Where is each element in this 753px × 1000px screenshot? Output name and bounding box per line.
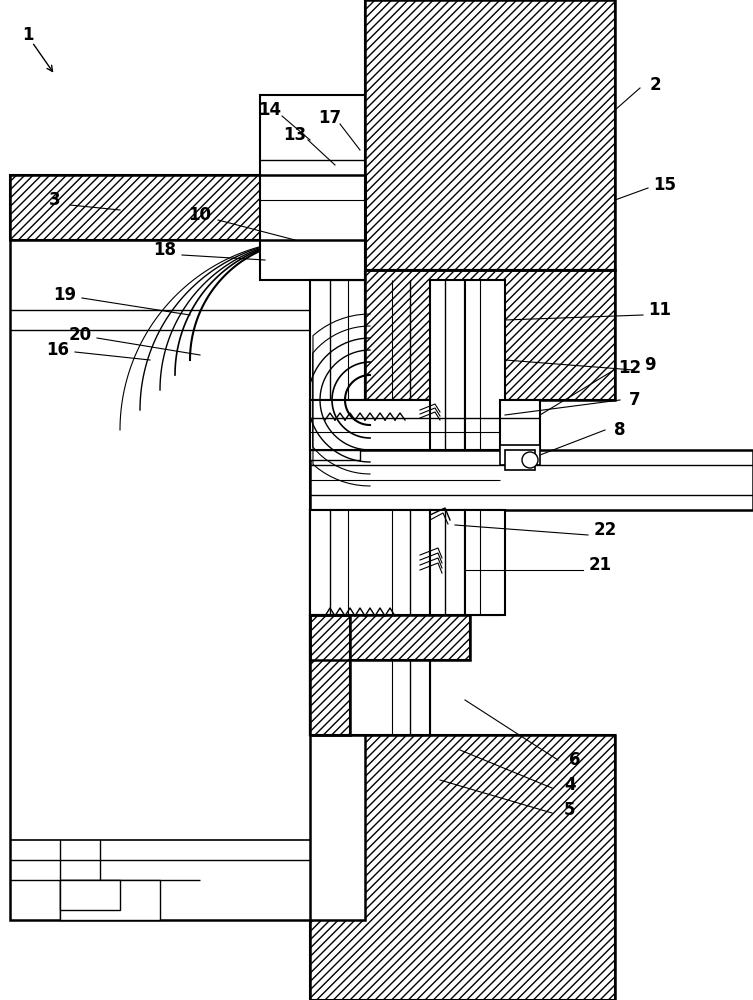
Bar	[310, 735, 615, 1000]
Bar	[365, 0, 615, 270]
Text: 16: 16	[47, 341, 69, 359]
Bar	[310, 450, 360, 460]
Bar	[10, 175, 365, 920]
Bar	[365, 270, 615, 400]
Bar	[310, 400, 500, 450]
Bar	[430, 510, 465, 615]
Text: 4: 4	[564, 776, 576, 794]
Text: 17: 17	[319, 109, 342, 127]
Text: 14: 14	[258, 101, 282, 119]
Bar	[10, 175, 365, 240]
Bar	[310, 450, 753, 510]
Text: 11: 11	[648, 301, 672, 319]
Bar	[505, 450, 535, 470]
Text: 7: 7	[630, 391, 641, 409]
Text: 1: 1	[23, 26, 34, 44]
Text: 6: 6	[569, 751, 581, 769]
Bar	[310, 735, 615, 1000]
Bar	[10, 175, 365, 240]
Text: 15: 15	[654, 176, 676, 194]
Text: 3: 3	[49, 191, 61, 209]
Text: 10: 10	[188, 206, 212, 224]
Text: 13: 13	[283, 126, 306, 144]
Text: 21: 21	[588, 556, 611, 574]
Text: 22: 22	[593, 521, 617, 539]
Text: 20: 20	[69, 326, 92, 344]
Bar	[310, 510, 500, 615]
Bar	[60, 880, 120, 910]
Text: 9: 9	[644, 356, 656, 374]
Text: 12: 12	[618, 359, 642, 377]
Bar	[365, 270, 615, 400]
Bar	[465, 280, 505, 450]
Bar	[310, 615, 350, 735]
Text: 19: 19	[53, 286, 77, 304]
Bar	[500, 445, 540, 465]
Bar	[260, 95, 365, 280]
Bar	[310, 615, 350, 735]
Bar	[310, 280, 430, 735]
Bar	[430, 280, 465, 450]
Bar	[310, 510, 430, 735]
Text: 8: 8	[614, 421, 626, 439]
Circle shape	[522, 452, 538, 468]
Bar	[60, 880, 160, 920]
Bar	[500, 400, 540, 450]
Text: 5: 5	[564, 801, 576, 819]
Bar	[365, 0, 615, 270]
Bar	[310, 615, 470, 660]
Bar	[310, 615, 470, 660]
Bar	[465, 510, 505, 615]
Text: 18: 18	[154, 241, 176, 259]
Text: 2: 2	[649, 76, 661, 94]
